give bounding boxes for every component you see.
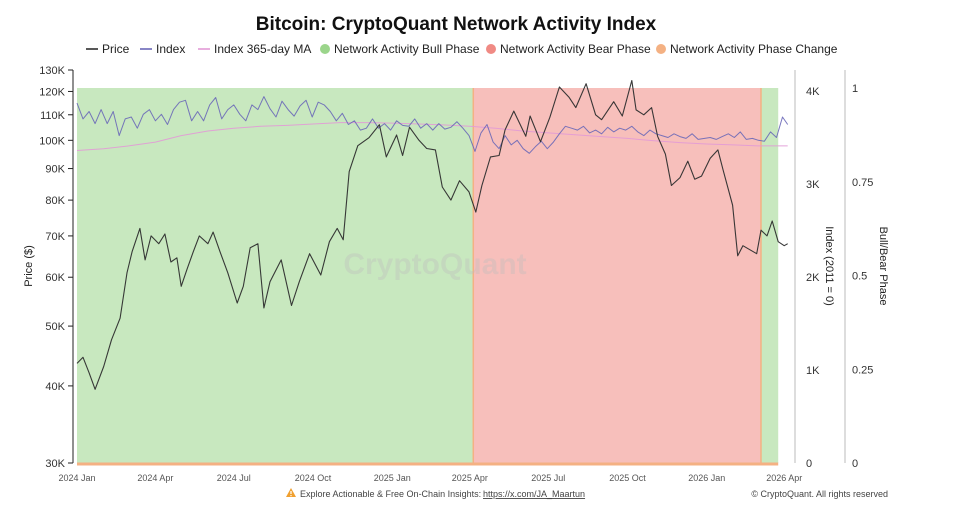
price-tick-label: 60K xyxy=(45,272,65,284)
legend-item: Index xyxy=(140,42,185,56)
x-tick-label: 2025 Jul xyxy=(531,473,565,483)
index-tick-label: 2K xyxy=(806,272,820,284)
warning-icon xyxy=(286,488,296,497)
axes: 30K 40K 50K 60K 70K 80K 90K 100K 110K 120K 130K 0 1K… xyxy=(23,65,889,483)
phase-area-bear xyxy=(473,88,761,463)
price-tick-label: 90K xyxy=(45,164,65,176)
legend-label: Index 365-day MA xyxy=(214,42,311,56)
price-tick-label: 110K xyxy=(40,110,66,122)
legend-swatch xyxy=(320,44,330,54)
phase-areas xyxy=(77,88,779,466)
legend-item: Price xyxy=(86,42,130,56)
series-line-index xyxy=(76,96,789,154)
x-tick-label: 2025 Oct xyxy=(609,473,646,483)
index-tick-label: 0 xyxy=(806,458,812,470)
legend-item: Network Activity Bear Phase xyxy=(486,42,651,56)
price-tick-label: 40K xyxy=(45,381,65,393)
index-tick-label: 1K xyxy=(806,365,820,377)
x-tick-label: 2024 Jan xyxy=(58,473,95,483)
footer-link[interactable]: https://x.com/JA_Maartun xyxy=(483,489,585,499)
phase-tick-label: 0.75 xyxy=(852,177,873,189)
price-axis-title: Price ($) xyxy=(23,245,35,287)
price-tick-label: 130K xyxy=(39,65,65,77)
footer-insight-text: Explore Actionable & Free On-Chain Insig… xyxy=(300,489,481,499)
x-tick-label: 2024 Jul xyxy=(217,473,251,483)
x-tick-label: 2026 Apr xyxy=(766,473,802,483)
legend-label: Price xyxy=(102,42,130,56)
price-tick-label: 100K xyxy=(39,135,65,147)
index-tick-label: 4K xyxy=(806,86,820,98)
series-lines xyxy=(76,79,789,390)
legend-label: Network Activity Bull Phase xyxy=(334,42,480,56)
series-line-index-365-day-ma xyxy=(76,122,788,151)
watermark: CryptoQuant xyxy=(343,248,526,281)
x-tick-label: 2025 Apr xyxy=(452,473,488,483)
x-tick-label: 2024 Apr xyxy=(137,473,173,483)
legend-swatch xyxy=(486,44,496,54)
phase-axis-title: Bull/Bear Phase xyxy=(877,227,889,306)
legend: Price Index Index 365-day MA Network Activi… xyxy=(86,42,838,56)
index-tick-label: 3K xyxy=(806,179,820,191)
legend-label: Network Activity Phase Change xyxy=(670,42,838,56)
footer: Explore Actionable & Free On-Chain Insig… xyxy=(286,488,888,499)
price-tick-label: 30K xyxy=(45,458,65,470)
legend-item: Network Activity Bull Phase xyxy=(320,42,480,56)
price-tick-label: 70K xyxy=(45,231,65,243)
phase-tick-label: 0 xyxy=(852,458,858,470)
footer-copyright: © CryptoQuant. All rights reserved xyxy=(751,489,888,499)
legend-label: Index xyxy=(156,42,185,56)
price-tick-label: 120K xyxy=(39,86,65,98)
phase-area-bull xyxy=(77,88,474,463)
series-line-price xyxy=(76,79,788,390)
phase-tick-label: 1 xyxy=(852,83,858,95)
index-axis-title: Index (2011 = 0) xyxy=(823,226,835,306)
price-tick-label: 80K xyxy=(45,195,65,207)
phase-area-bull xyxy=(760,88,779,463)
phase-tick-label: 0.25 xyxy=(852,364,873,376)
legend-swatch xyxy=(656,44,666,54)
phase-tick-label: 0.5 xyxy=(852,271,867,283)
legend-item: Network Activity Phase Change xyxy=(656,42,838,56)
price-tick-label: 50K xyxy=(45,321,65,333)
legend-item: Index 365-day MA xyxy=(198,42,311,56)
x-tick-label: 2025 Jan xyxy=(374,473,411,483)
x-tick-label: 2024 Oct xyxy=(295,473,332,483)
x-tick-label: 2026 Jan xyxy=(688,473,725,483)
legend-label: Network Activity Bear Phase xyxy=(500,42,651,56)
chart-title: Bitcoin: CryptoQuant Network Activity In… xyxy=(256,14,657,35)
